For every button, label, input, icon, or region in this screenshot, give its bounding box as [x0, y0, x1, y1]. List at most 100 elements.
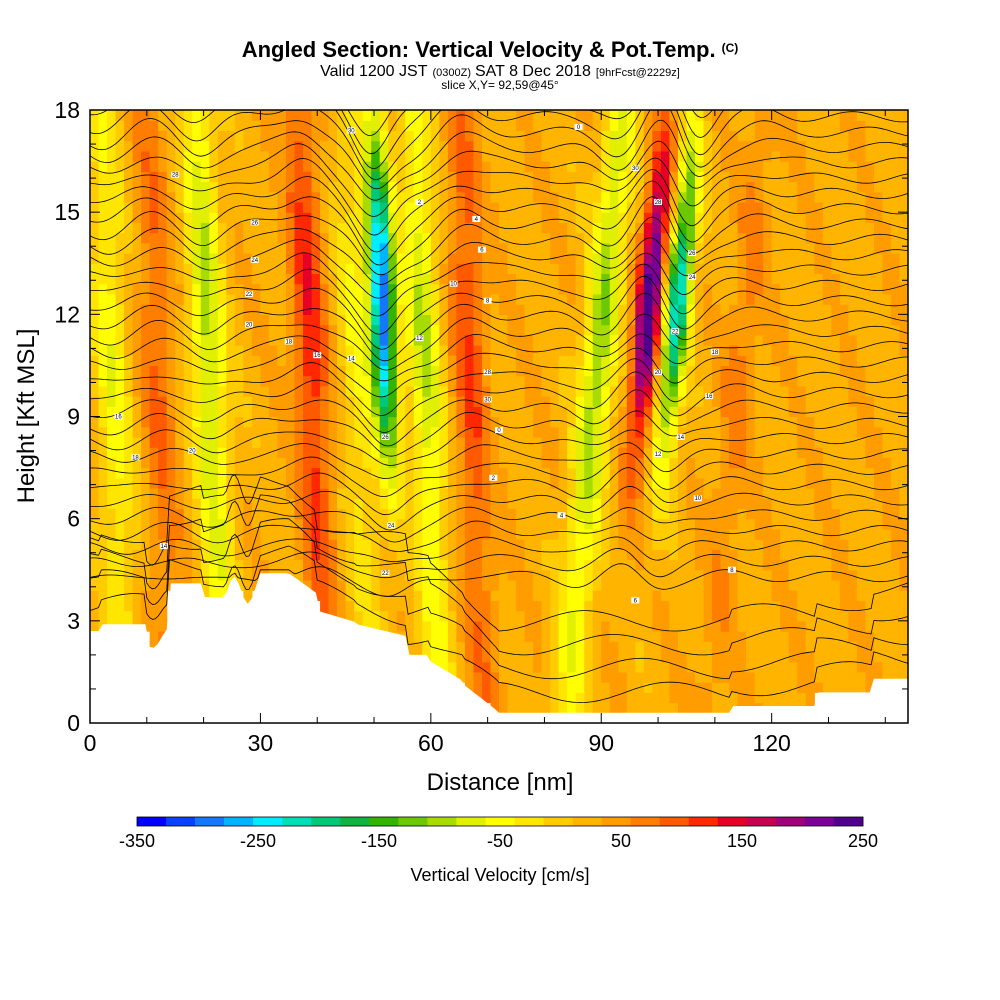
velocity-cell — [268, 406, 279, 418]
velocity-cell — [805, 569, 815, 581]
velocity-cell — [354, 222, 364, 234]
velocity-cell — [490, 273, 500, 285]
velocity-cell — [345, 477, 355, 489]
velocity-cell — [856, 365, 866, 377]
velocity-cell — [354, 396, 364, 407]
velocity-cell — [396, 559, 406, 571]
velocity-cell — [839, 549, 849, 561]
velocity-cell — [141, 528, 151, 540]
velocity-cell — [541, 682, 551, 693]
velocity-cell — [541, 324, 551, 336]
velocity-cell — [712, 631, 722, 642]
velocity-cell — [413, 467, 423, 479]
velocity-cell — [464, 467, 475, 479]
velocity-cell — [226, 416, 236, 428]
velocity-cell — [584, 263, 594, 275]
velocity-cell — [856, 324, 866, 336]
velocity-cell — [516, 232, 526, 244]
velocity-cell — [107, 559, 117, 571]
velocity-cell — [643, 253, 653, 264]
velocity-cell — [703, 559, 713, 571]
velocity-cell — [635, 110, 645, 121]
velocity-cell — [320, 559, 330, 571]
velocity-cell — [541, 549, 551, 561]
velocity-cell — [550, 222, 560, 234]
velocity-cell — [592, 641, 602, 653]
velocity-cell — [839, 222, 849, 234]
velocity-cell — [763, 293, 773, 305]
velocity-cell — [430, 528, 440, 540]
velocity-cell — [558, 549, 568, 561]
velocity-cell — [729, 293, 739, 305]
velocity-cell — [822, 671, 832, 683]
velocity-cell — [686, 263, 696, 275]
velocity-cell — [652, 671, 662, 683]
velocity-cell — [507, 671, 517, 683]
velocity-cell — [98, 610, 108, 622]
velocity-cell — [737, 171, 747, 183]
velocity-cell — [268, 181, 279, 193]
velocity-cell — [456, 671, 466, 683]
velocity-cell — [533, 130, 543, 142]
velocity-cell — [405, 222, 415, 234]
velocity-cell — [729, 232, 739, 244]
velocity-cell — [643, 518, 653, 530]
velocity-cell — [516, 181, 526, 193]
velocity-cell — [98, 150, 108, 162]
velocity-cell — [226, 120, 236, 132]
velocity-cell — [277, 304, 287, 315]
velocity-cell — [141, 406, 151, 418]
velocity-cell — [524, 334, 534, 346]
velocity-cell — [660, 191, 671, 203]
velocity-cell — [115, 406, 125, 418]
velocity-cell — [217, 334, 227, 346]
velocity-cell — [788, 120, 798, 132]
velocity-cell — [660, 140, 671, 152]
velocity-cell — [379, 161, 389, 172]
velocity-cell — [669, 171, 679, 183]
velocity-cell — [430, 191, 440, 203]
velocity-cell — [507, 682, 517, 693]
velocity-cell — [763, 641, 773, 653]
velocity-cell — [217, 314, 227, 326]
velocity-cell — [98, 222, 108, 234]
velocity-cell — [575, 447, 585, 458]
velocity-cell — [183, 528, 193, 540]
velocity-cell — [558, 365, 568, 377]
velocity-cell — [677, 539, 688, 550]
velocity-cell — [635, 130, 645, 142]
velocity-cell — [609, 467, 619, 479]
velocity-cell — [260, 365, 270, 377]
velocity-cell — [447, 232, 457, 244]
velocity-cell — [516, 140, 526, 152]
velocity-cell — [592, 559, 602, 571]
velocity-cell — [652, 120, 662, 132]
velocity-cell — [481, 191, 492, 203]
velocity-cell — [754, 212, 764, 223]
velocity-cell — [550, 181, 560, 193]
velocity-cell — [737, 110, 747, 121]
velocity-cell — [643, 140, 653, 152]
velocity-cell — [635, 436, 645, 448]
velocity-cell — [856, 549, 866, 561]
velocity-cell — [856, 559, 866, 571]
velocity-cell — [669, 600, 679, 612]
velocity-cell — [541, 110, 551, 121]
velocity-cell — [712, 477, 722, 489]
velocity-cell — [635, 304, 645, 315]
velocity-cell — [677, 641, 688, 653]
velocity-cell — [592, 671, 602, 683]
velocity-cell — [98, 457, 108, 469]
velocity-cell — [712, 161, 722, 172]
velocity-cell — [848, 436, 858, 448]
velocity-cell — [694, 661, 705, 673]
velocity-cell — [430, 641, 440, 653]
velocity-cell — [737, 569, 747, 581]
velocity-cell — [669, 651, 679, 663]
velocity-cell — [456, 273, 466, 285]
velocity-cell — [217, 293, 227, 305]
velocity-cell — [660, 171, 671, 183]
velocity-cell — [694, 559, 705, 571]
velocity-cell — [141, 212, 151, 223]
velocity-cell — [584, 436, 594, 448]
